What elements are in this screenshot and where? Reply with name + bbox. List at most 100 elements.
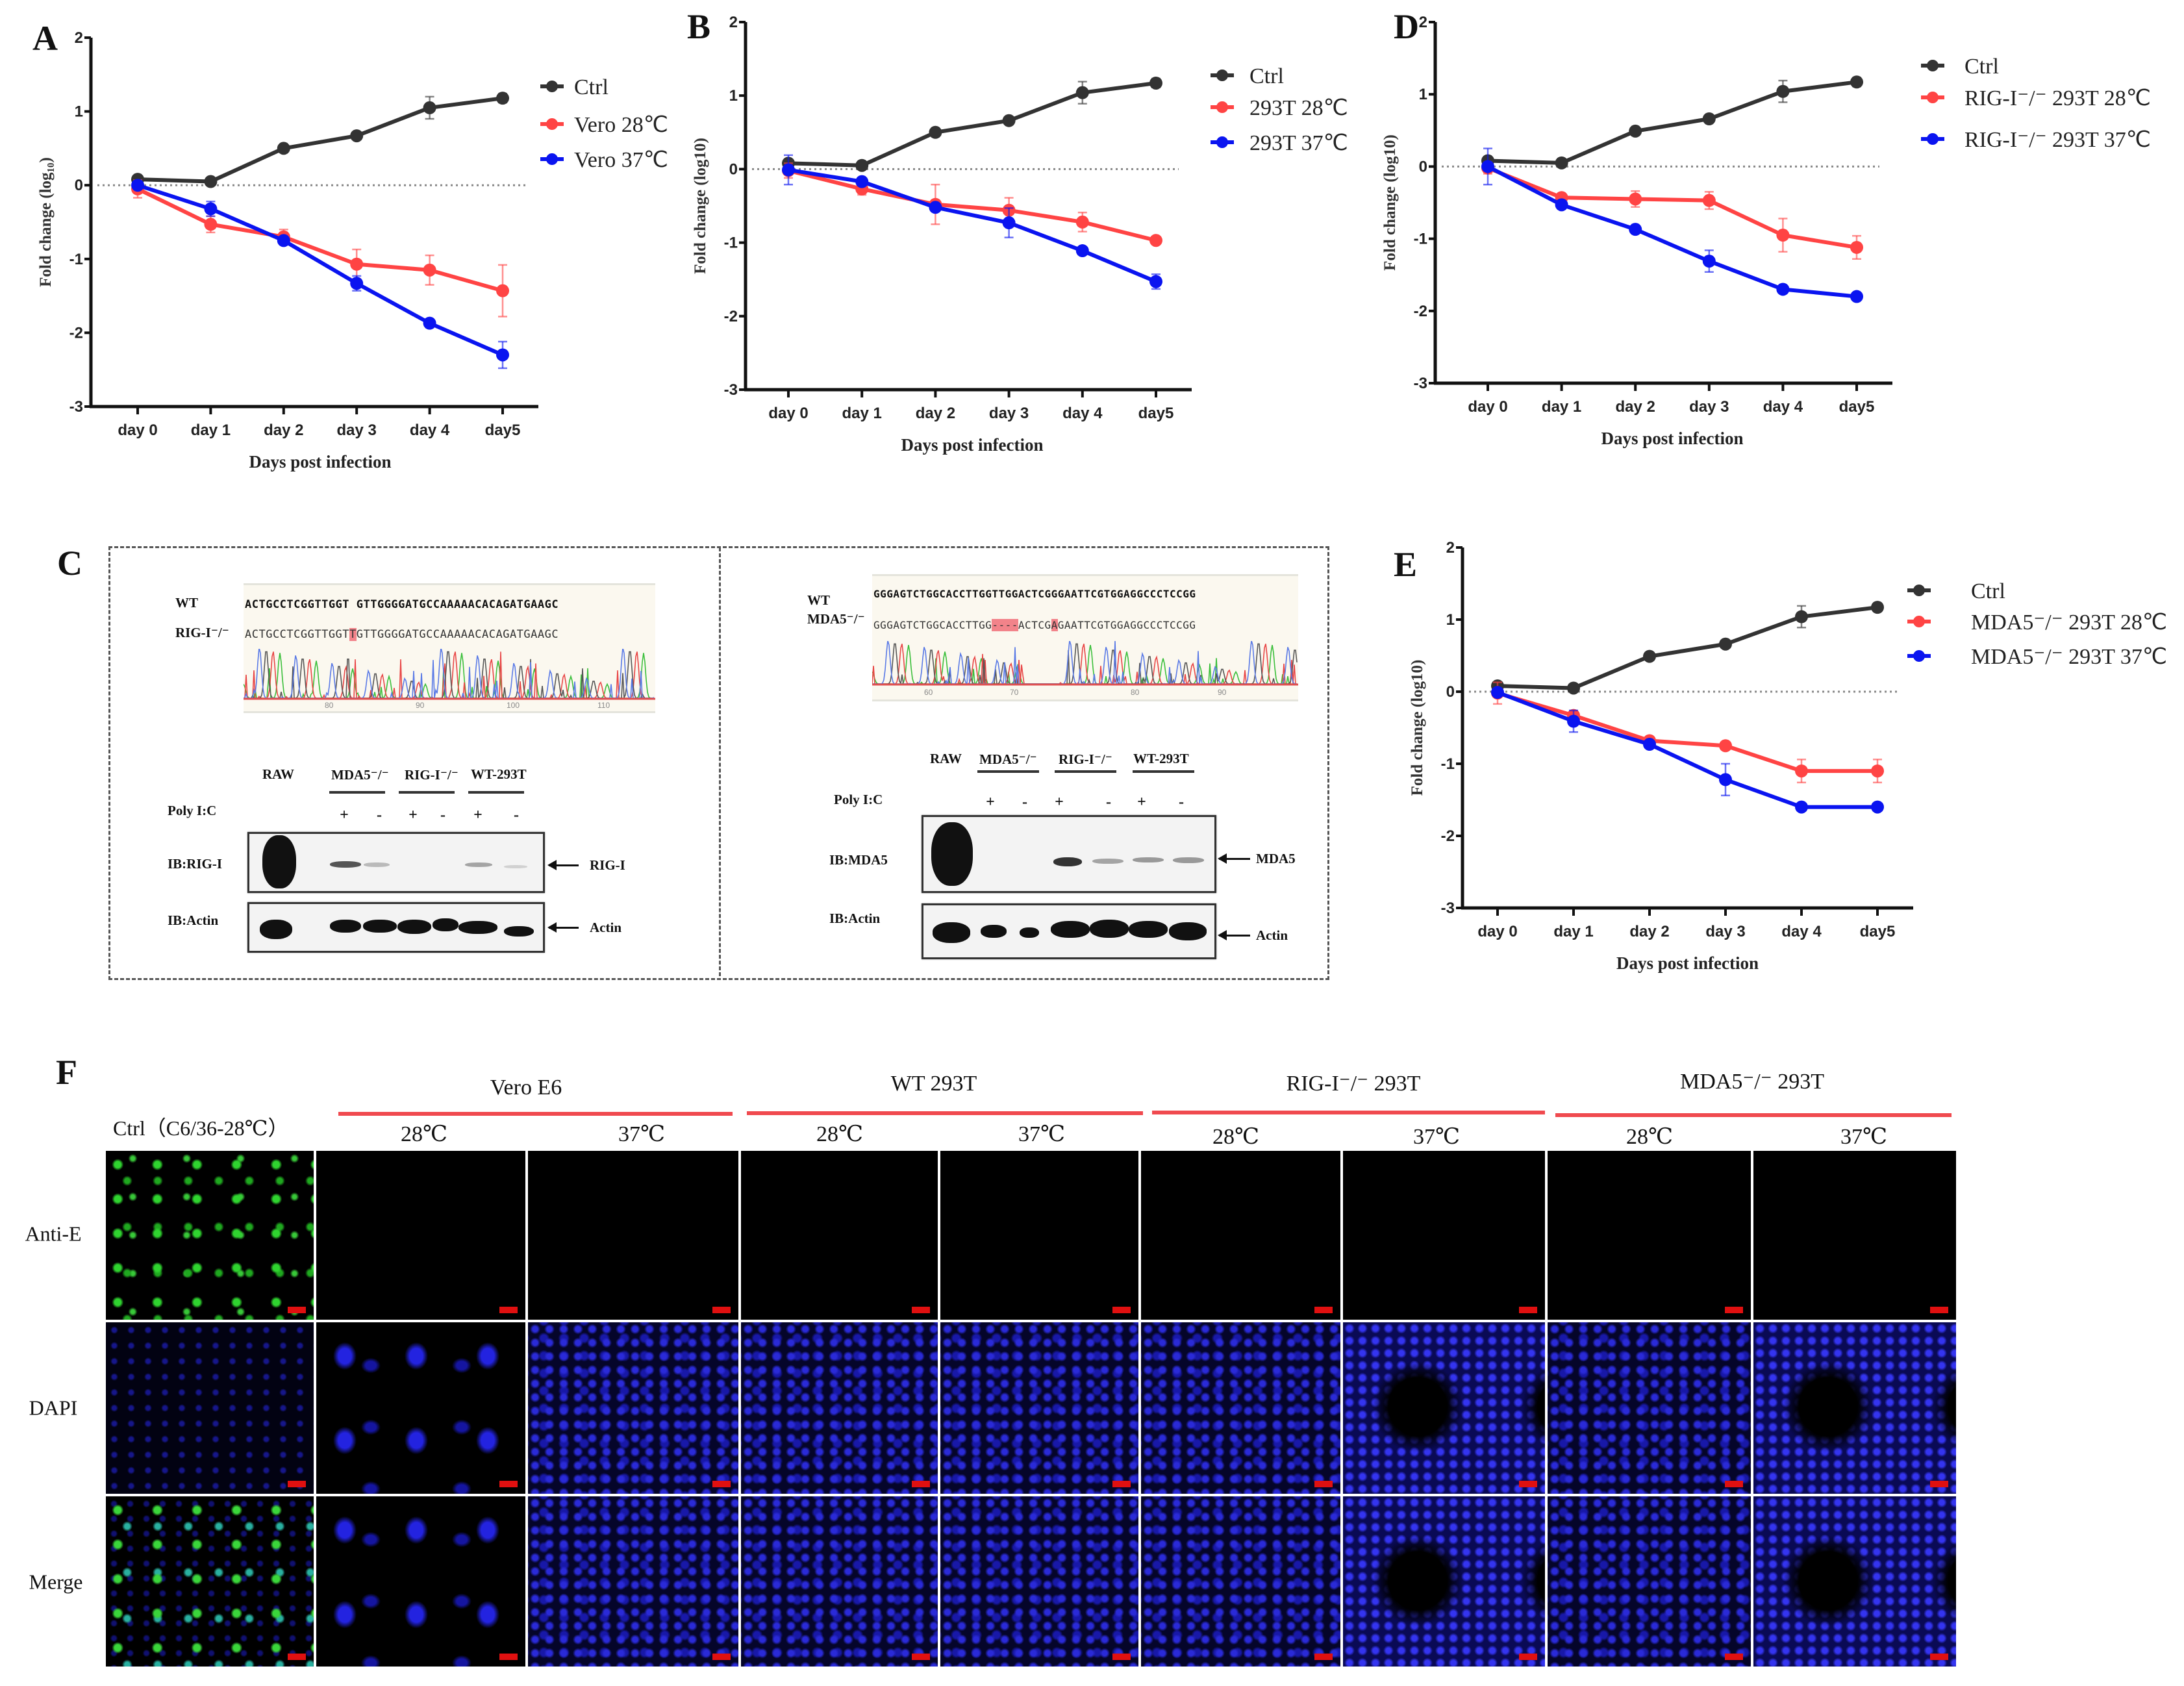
row-anti-e: Anti-E: [25, 1222, 82, 1246]
position-90: 90: [416, 701, 425, 710]
sequence-viewer: GGGAGTCTGGCACCTTGGTTGGACTCGGGAATTCGTGGAG…: [872, 574, 1298, 701]
scale-bar: [288, 1481, 306, 1487]
scale-bar: [499, 1307, 518, 1313]
data-point: [350, 277, 364, 290]
x-tick-label: day 2: [916, 405, 955, 422]
data-point: [1850, 75, 1863, 89]
poly-ic-label: Poly I:C: [834, 792, 883, 807]
series-1: [782, 162, 1162, 247]
blot-actin-label: IB:Actin: [829, 911, 881, 926]
treatment-sign: +: [1055, 794, 1064, 811]
group-mda5-293t: MDA5⁻/⁻ 293T: [1680, 1070, 1824, 1094]
arrow-icon: [1218, 930, 1250, 940]
x-tick-label: day 0: [1468, 398, 1507, 416]
y-axis-title: Fold change (log10): [1381, 134, 1399, 271]
x-axis-title: Days post infection: [901, 435, 1043, 455]
micrograph-dapi-1: [316, 1322, 525, 1494]
data-point: [1776, 84, 1790, 98]
panel-letter-d: D: [1394, 7, 1419, 46]
legend-marker: [1913, 585, 1925, 596]
x-tick-label: day 0: [118, 422, 157, 439]
ko-label: MDA5⁻/⁻: [807, 611, 865, 627]
legend-marker: [546, 118, 558, 130]
micrograph-antie-3: [741, 1151, 938, 1320]
group-vero-e6: Vero E6: [490, 1076, 562, 1100]
data-point: [1643, 649, 1656, 663]
scale-bar: [288, 1654, 306, 1660]
micrograph-dapi-3: [741, 1322, 938, 1494]
band: [397, 920, 431, 934]
y-tick-label: -2: [69, 324, 83, 342]
micrograph-antie-4: [940, 1151, 1138, 1320]
series-line: [788, 168, 1157, 284]
micrograph-antie-5: [1141, 1151, 1340, 1320]
scale-bar: [1519, 1481, 1537, 1487]
data-point: [855, 158, 869, 172]
lane-wt-293t: WT-293T: [1133, 751, 1189, 766]
group-bar: [1555, 1113, 1952, 1117]
x-tick-label: day5: [1839, 398, 1875, 416]
legend-marker: [1913, 650, 1925, 662]
micrograph-dapi-0: [106, 1322, 314, 1494]
x-tick-label: day 0: [768, 405, 808, 422]
x-tick-label: day5: [1138, 405, 1174, 422]
y-tick-label: 0: [729, 160, 738, 178]
series-line: [1496, 690, 1877, 809]
legend-label: Ctrl: [1964, 55, 1999, 79]
data-point: [1075, 244, 1089, 258]
micrograph-merge-6: [1343, 1496, 1545, 1667]
data-point: [131, 179, 144, 192]
band: [1090, 920, 1129, 938]
scale-bar: [912, 1307, 930, 1313]
micrograph-merge-5: [1141, 1496, 1340, 1667]
band: [262, 835, 296, 888]
data-point: [1481, 160, 1494, 173]
legend-label: Ctrl: [1249, 64, 1284, 88]
deletion-highlight: ----: [992, 619, 1018, 631]
panel-letter-c: C: [57, 544, 82, 583]
data-point: [1002, 216, 1016, 230]
micrograph-antie-1: [316, 1151, 525, 1320]
temp-label: 37℃: [1840, 1125, 1888, 1149]
data-point: [496, 92, 509, 105]
legend-marker: [1927, 60, 1939, 71]
row-dapi: DAPI: [29, 1396, 78, 1420]
scale-bar: [712, 1481, 731, 1487]
series-line: [788, 168, 1157, 243]
legend-label: Vero 28℃: [574, 113, 668, 137]
temp-label: 37℃: [618, 1122, 666, 1146]
temp-label: 37℃: [1412, 1125, 1461, 1149]
series-0: [131, 92, 509, 188]
micrograph-dapi-2: [528, 1322, 738, 1494]
micrograph-merge-1: [316, 1496, 525, 1667]
y-tick-label: 2: [1419, 14, 1427, 31]
x-tick-label: day 3: [989, 405, 1029, 422]
series-1: [1481, 161, 1863, 260]
wt-sequence: GGGAGTCTGGCACCTTGGTTGGACTCGGGAATTCGTGGAG…: [873, 588, 1196, 600]
data-point: [277, 234, 290, 247]
mda5-target-label: MDA5: [1256, 851, 1296, 866]
legend-marker: [1913, 616, 1925, 627]
scale-bar: [1930, 1307, 1948, 1313]
x-axis-title: Days post infection: [1601, 429, 1743, 448]
legend-marker: [1216, 69, 1228, 81]
western-blot-mda5: [922, 815, 1216, 893]
panel-letter-a: A: [32, 19, 58, 58]
legend-label: MDA5⁻/⁻ 293T 37℃: [1971, 645, 2167, 669]
band: [330, 861, 361, 868]
band: [458, 921, 497, 934]
x-tick-label: day 2: [1629, 923, 1669, 940]
data-point: [1149, 76, 1162, 90]
data-point: [1795, 610, 1808, 623]
x-tick-label: day5: [485, 422, 521, 439]
x-tick-label: day 3: [337, 422, 377, 439]
scale-bar: [1725, 1307, 1743, 1313]
x-tick-label: day 4: [410, 422, 450, 439]
scale-bar: [1930, 1481, 1948, 1487]
data-point: [929, 125, 942, 139]
legend-marker: [1927, 92, 1939, 103]
y-tick-label: -1: [1441, 755, 1455, 773]
band: [363, 920, 397, 933]
treatment-sign: +: [408, 807, 418, 824]
